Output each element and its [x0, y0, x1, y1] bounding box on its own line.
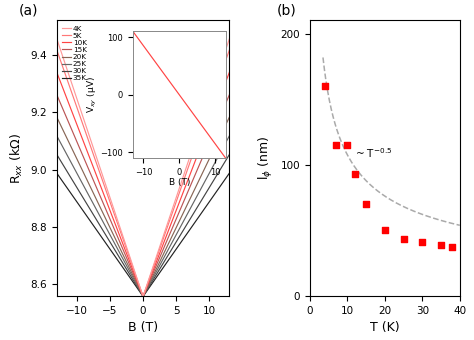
Point: [448, 244, 456, 250]
Y-axis label: R$_{xx}$ (kΩ): R$_{xx}$ (kΩ): [9, 133, 25, 184]
X-axis label: T (K): T (K): [370, 321, 400, 334]
Point: [437, 242, 445, 248]
Point: [400, 237, 407, 242]
Text: (b): (b): [277, 4, 297, 18]
X-axis label: B (T): B (T): [128, 321, 158, 334]
Y-axis label: l$_\phi$ (nm): l$_\phi$ (nm): [257, 136, 275, 180]
Point: [362, 201, 370, 207]
Point: [321, 83, 328, 89]
Text: ~ T$^{-0.5}$: ~ T$^{-0.5}$: [355, 146, 392, 160]
Point: [351, 171, 359, 176]
Point: [419, 239, 426, 245]
Point: [381, 227, 389, 233]
Text: (a): (a): [19, 4, 38, 18]
Legend: 4K, 5K, 10K, 15K, 20K, 25K, 30K, 35K: 4K, 5K, 10K, 15K, 20K, 25K, 30K, 35K: [61, 24, 88, 83]
Point: [332, 142, 340, 148]
Point: [344, 142, 351, 148]
